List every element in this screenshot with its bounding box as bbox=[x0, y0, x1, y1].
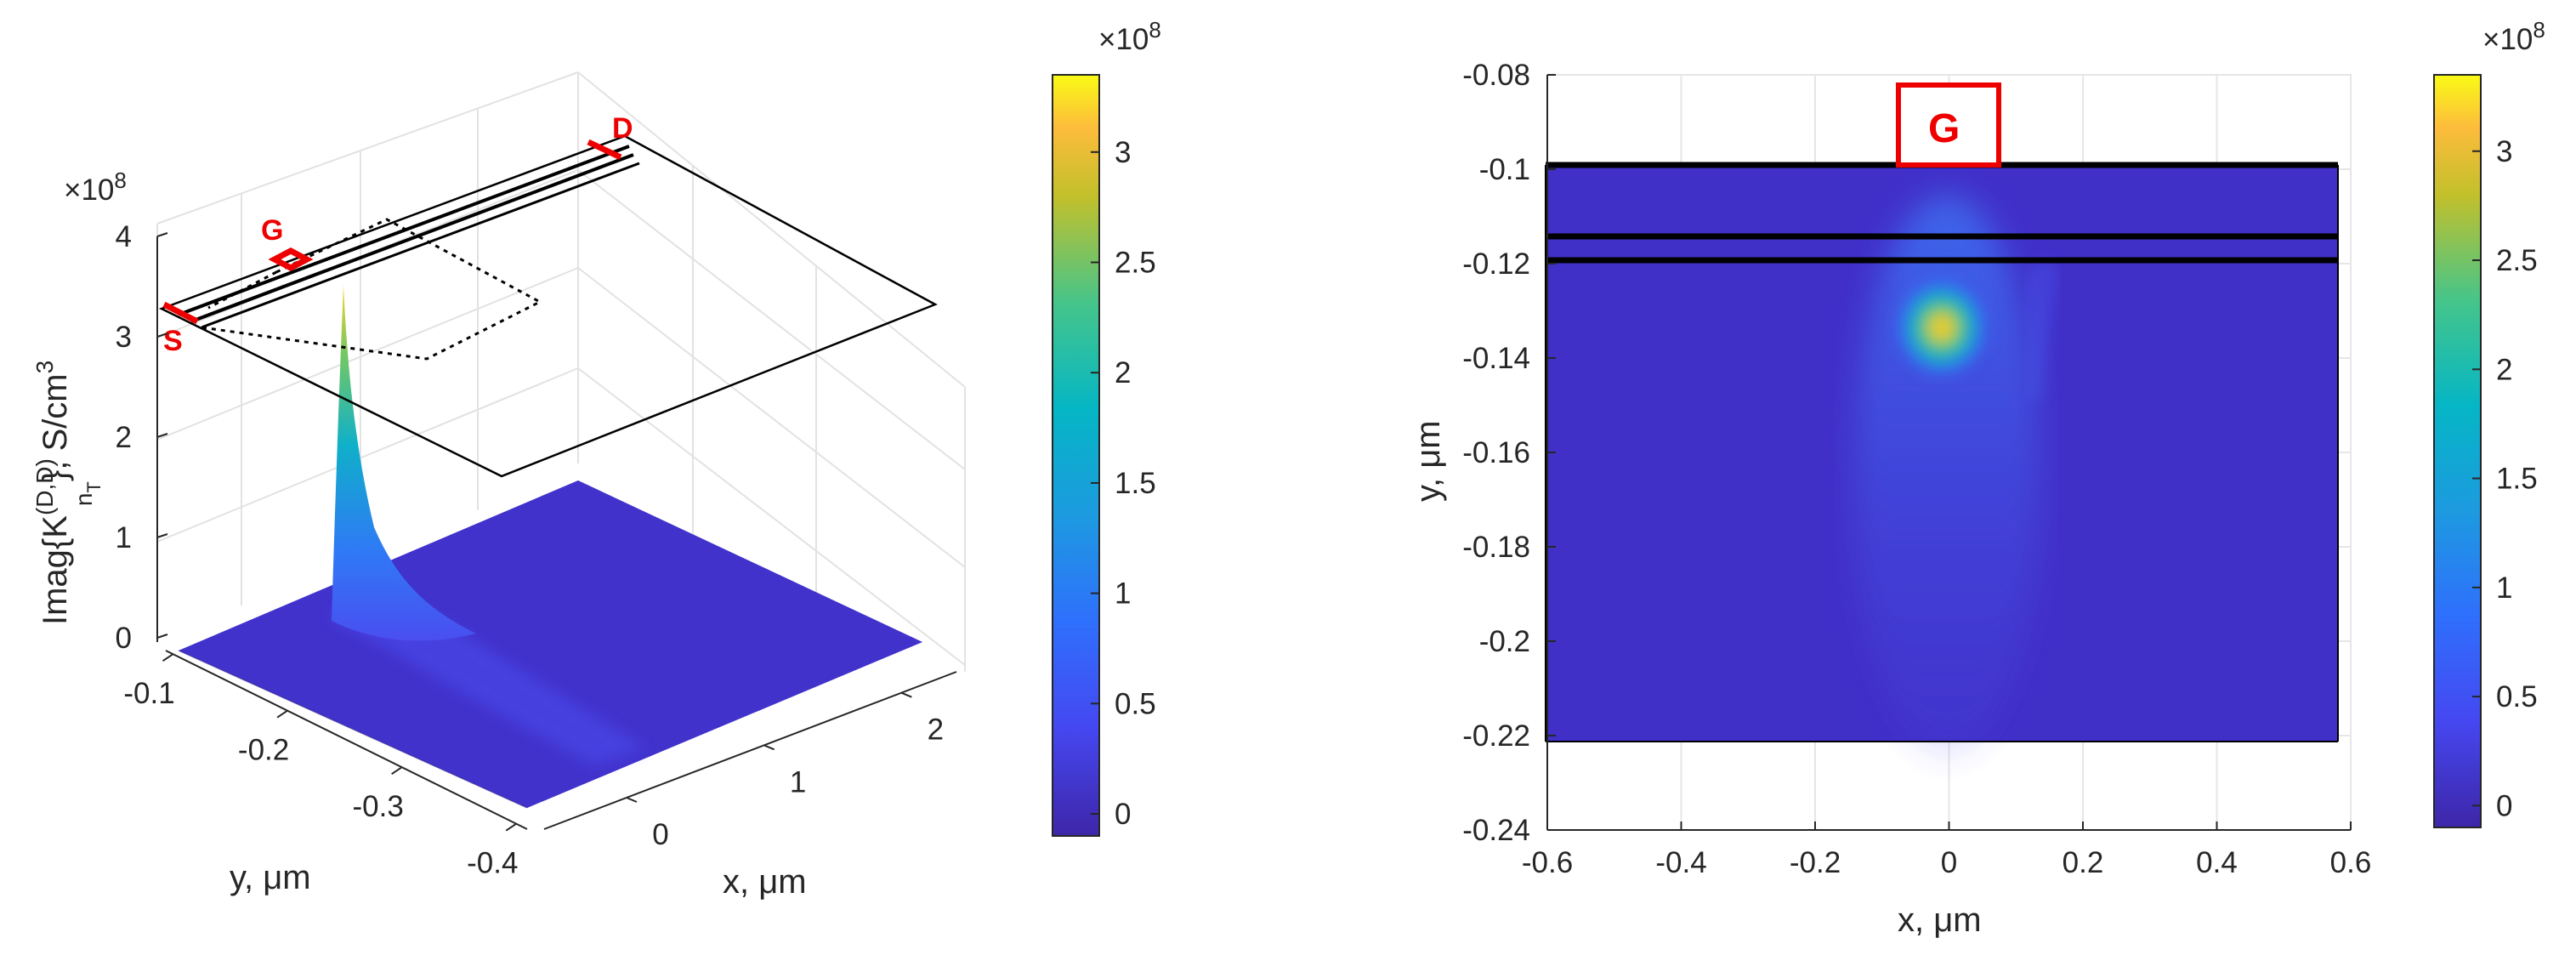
heatmap-y-tick-label: -0.14 bbox=[1462, 342, 1530, 375]
colorbar-tick-label: 0 bbox=[1115, 798, 1131, 831]
x-axis: 0 1 2 bbox=[543, 671, 957, 851]
colorbar-tick-label: 3 bbox=[2496, 135, 2512, 168]
y-tick-mark bbox=[391, 766, 403, 776]
y-tick-label: -0.2 bbox=[238, 734, 289, 767]
x-axis-label-3d: x, μm bbox=[723, 863, 807, 901]
colorbar-tick-label: 0.5 bbox=[2496, 680, 2538, 713]
heatmap-y-tick-label: -0.22 bbox=[1462, 719, 1530, 753]
gate-box bbox=[1896, 82, 2001, 168]
y-axis-label-3d: y, μm bbox=[230, 859, 311, 896]
z-tick-label: 0 bbox=[116, 622, 132, 655]
z-tick-label: 4 bbox=[116, 220, 132, 253]
heatmap-y-label: y, μm bbox=[1410, 420, 1447, 502]
heatmap-y-tick-label: -0.08 bbox=[1462, 59, 1530, 92]
colorbar-right-exponent: ×108 bbox=[2482, 17, 2545, 56]
source-label: S bbox=[163, 325, 183, 357]
heatmap-y-tick-label: -0.2 bbox=[1479, 625, 1530, 658]
z-tick-label: 3 bbox=[116, 321, 132, 354]
colorbar-tick-label: 3 bbox=[1115, 136, 1131, 169]
device-markers bbox=[162, 139, 622, 325]
x-tick-label: 2 bbox=[928, 713, 944, 747]
z-tick-mark bbox=[156, 533, 168, 538]
x-tick-mark bbox=[900, 691, 912, 698]
z-tick-mark bbox=[156, 433, 168, 438]
heatmap-y-tick-label: -0.16 bbox=[1462, 436, 1530, 469]
x-tick-label: 0 bbox=[652, 818, 668, 851]
colorbar-tick-label: 1.5 bbox=[2496, 463, 2538, 496]
colorbar-left-exponent: ×108 bbox=[1098, 17, 1161, 56]
heatmap-y-tick-label: -0.1 bbox=[1479, 153, 1530, 186]
y-tick-label: -0.4 bbox=[467, 847, 518, 880]
y-tick-label: -0.1 bbox=[123, 677, 174, 710]
heatmap-x-tick-label: 0.2 bbox=[2063, 846, 2104, 879]
z-tick-mark bbox=[156, 634, 168, 639]
heatmap-x-tick-label: 0.4 bbox=[2196, 846, 2238, 879]
heatmap-x-tick-label: 0 bbox=[1941, 846, 1957, 879]
heatmap-x-axis: -0.6 -0.4 -0.2 0 0.2 0.4 0.6 bbox=[1522, 821, 2371, 879]
heatmap-hotspot bbox=[1892, 275, 1991, 380]
device-schematic bbox=[158, 134, 938, 478]
z-axis: 0 1 2 3 4 bbox=[116, 220, 168, 655]
heatmap-y-axis: -0.08 -0.1 -0.12 -0.14 -0.16 -0.18 -0.2 -0.22 -0… bbox=[1462, 59, 1556, 847]
gate-label-2d: G bbox=[1928, 106, 1960, 151]
z-tick-mark bbox=[156, 232, 168, 237]
z-tick-label: 1 bbox=[116, 521, 132, 554]
colorbar-right: 0 0.5 1 1.5 2 2.5 3 ×108 bbox=[2433, 17, 2545, 828]
colorbar-tick-label: 0 bbox=[2496, 789, 2512, 822]
colorbar-tick-label: 1 bbox=[1115, 577, 1131, 611]
x-tick-mark bbox=[763, 744, 775, 751]
colorbar-tick-label: 1 bbox=[2496, 571, 2512, 605]
heatmap-x-tick-label: -0.2 bbox=[1790, 846, 1841, 879]
z-exponent: ×108 bbox=[64, 168, 127, 207]
colorbar-left: 0 0.5 1 1.5 2 2.5 3 ×108 bbox=[1052, 17, 1161, 837]
y-axis: -0.1 -0.2 -0.3 -0.4 bbox=[123, 650, 528, 880]
y-tick-mark bbox=[276, 709, 288, 719]
heatmap-x-label: x, μm bbox=[1898, 901, 1982, 939]
colorbar-tick-label: 1.5 bbox=[1115, 467, 1156, 500]
y-tick-mark bbox=[505, 822, 517, 832]
drain-label: D bbox=[612, 112, 633, 145]
y-tick-label: -0.3 bbox=[353, 790, 404, 823]
heatmap-x-tick-label: 0.6 bbox=[2330, 846, 2372, 879]
x-tick-label: 1 bbox=[790, 765, 806, 799]
y-tick-mark bbox=[162, 653, 174, 662]
heatmap-y-tick-label: -0.18 bbox=[1462, 531, 1530, 564]
heatmap-y-tick-label: -0.24 bbox=[1462, 814, 1530, 847]
surface-peak bbox=[332, 285, 476, 641]
colorbar-tick-label: 0.5 bbox=[1115, 687, 1156, 720]
heatmap-plot: G -0.6 -0.4 -0.2 0 0.2 0.4 0.6 -0.08-0.1-0.12-… bbox=[1410, 59, 2371, 939]
colorbar-tick-label: 2 bbox=[2496, 353, 2512, 386]
colorbar-tick-label: 2 bbox=[1115, 356, 1131, 389]
colorbar-tick-label: 2.5 bbox=[2496, 244, 2538, 277]
colorbar-tick-label: 2.5 bbox=[1115, 247, 1156, 280]
z-tick-label: 2 bbox=[116, 421, 132, 454]
heatmap-x-tick-label: -0.4 bbox=[1655, 846, 1706, 879]
gate-label-3d: G bbox=[261, 214, 283, 247]
z-tick-mark bbox=[156, 333, 168, 338]
x-tick-mark bbox=[626, 797, 638, 803]
heatmap-y-tick-label: -0.12 bbox=[1462, 247, 1530, 281]
heatmap-x-tick-label: -0.6 bbox=[1522, 846, 1573, 879]
z-axis-label: Imag{K(D,D) nT}, S/cm3 bbox=[31, 361, 105, 625]
surface-plot: S G D 0 1 2 3 4 ×108 Imag{K(D,D) nT}, S/cm3 -… bbox=[31, 71, 966, 901]
